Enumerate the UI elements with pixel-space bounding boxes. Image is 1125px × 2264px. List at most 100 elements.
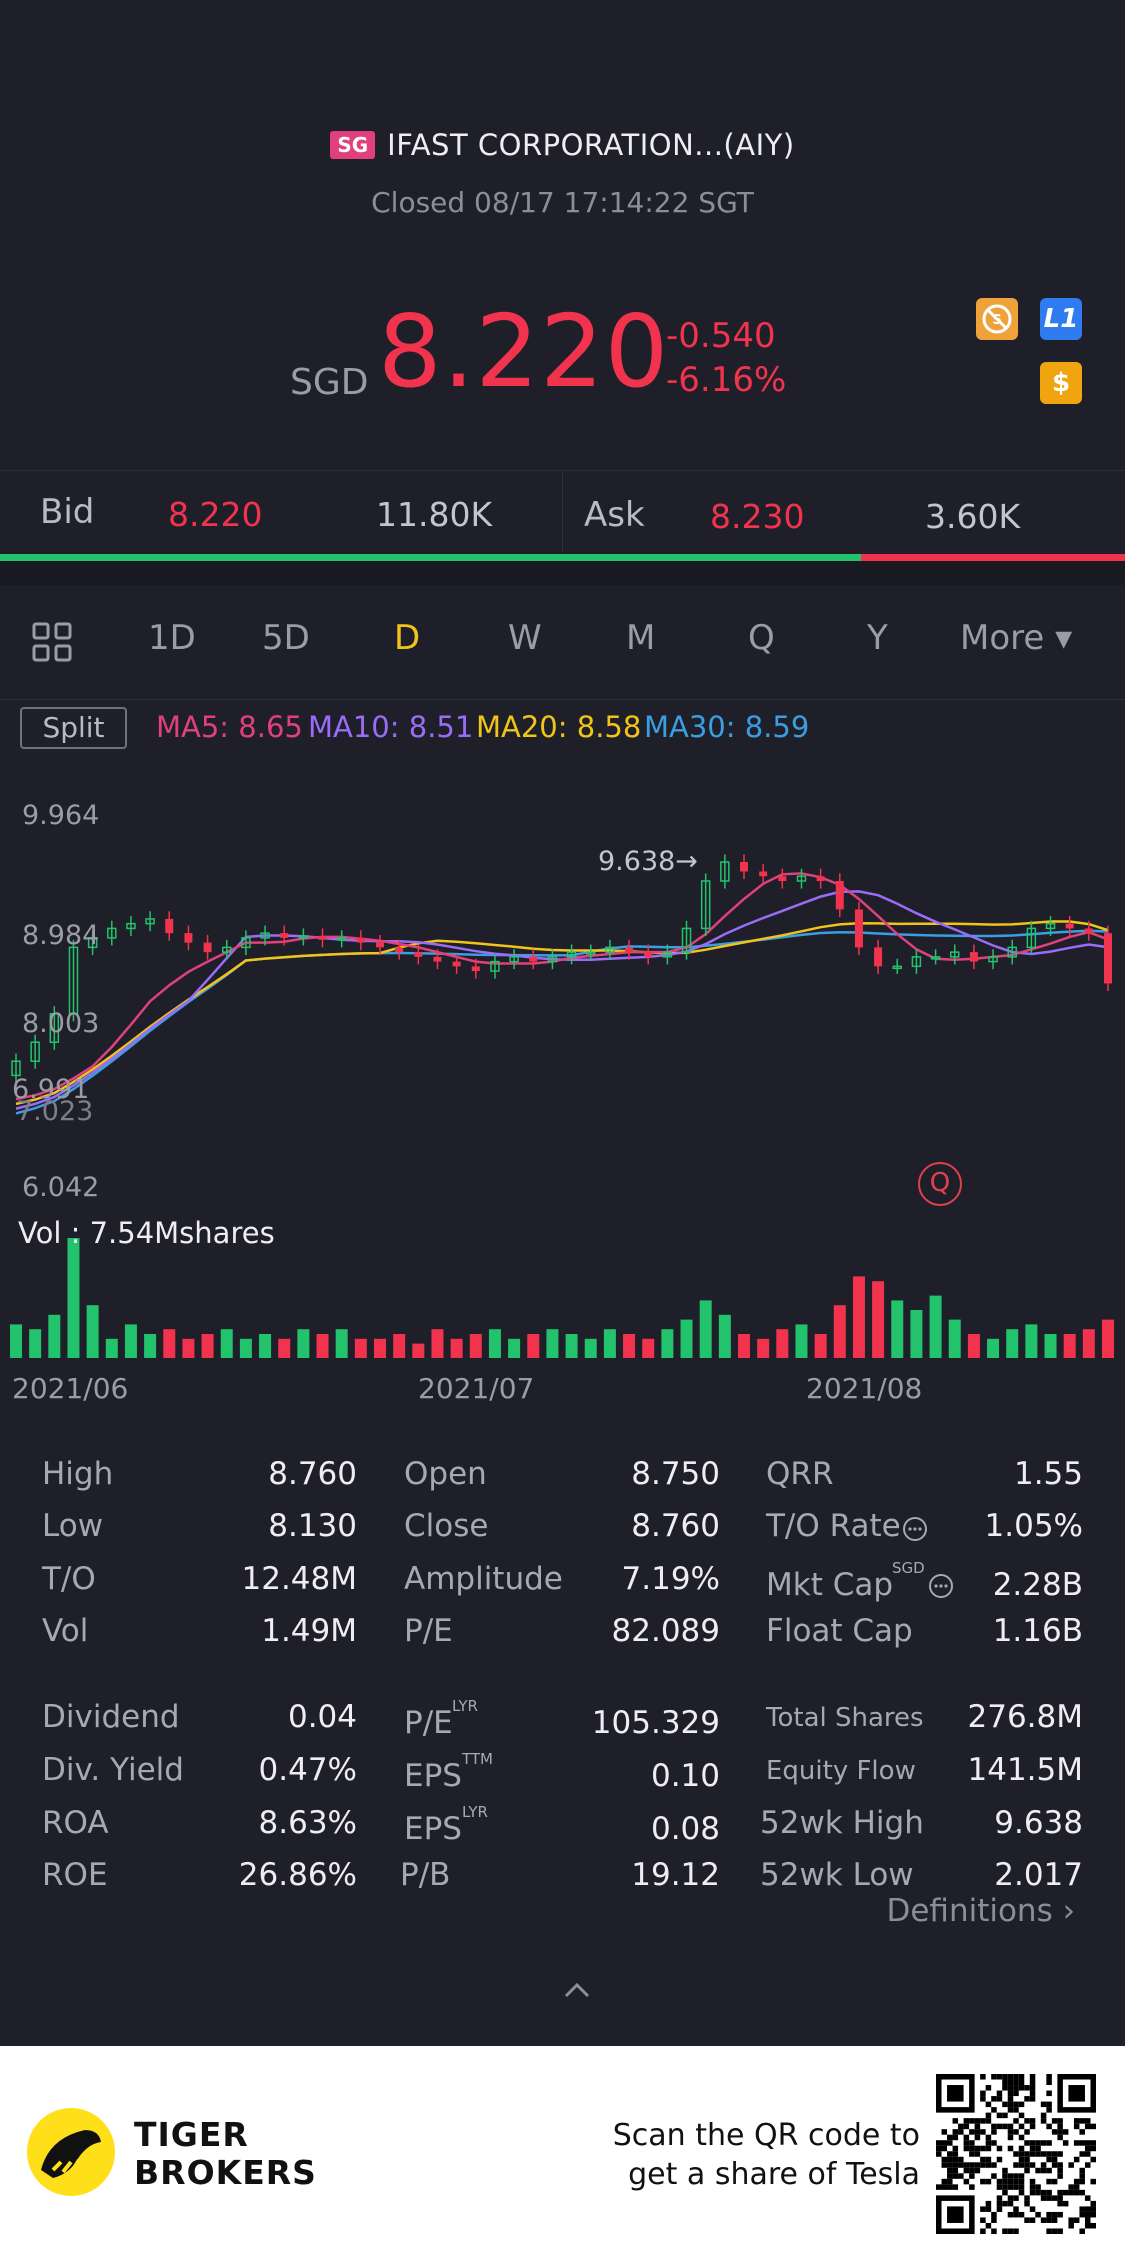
candle-body [874,947,883,967]
tab-more[interactable]: More ▾ [960,618,1073,658]
volume-bar [1082,1329,1095,1358]
candle-body [49,1013,60,1043]
candle-body [759,871,768,877]
candle-body [395,947,404,953]
stock-title[interactable]: IFAST CORPORATION...(AIY) [387,128,795,162]
info-icon[interactable] [902,1516,928,1546]
volume-bar [1025,1324,1038,1358]
chevron-right-icon: › [1062,1893,1075,1929]
ma5-line [15,872,1109,1101]
y-tick-label: 8.003 [22,1008,100,1039]
volume-bar [201,1334,214,1358]
stat-value: 1.55 [1013,1456,1083,1492]
bid-price: 8.220 [168,495,263,534]
candle-body [566,951,577,958]
volume-bar [795,1324,808,1358]
quote-q-icon[interactable]: Q [918,1162,962,1206]
info-icon[interactable] [928,1573,954,1603]
candle-body [1104,933,1112,984]
volume-bar [623,1334,636,1358]
volume-bar [239,1338,252,1358]
stat-value: 141.5M [967,1752,1084,1788]
volume-bar [10,1324,22,1358]
candle-body [835,880,844,910]
candle-body [126,922,136,930]
split-button[interactable]: Split [20,707,127,749]
candle-body [892,965,903,970]
layout-grid-icon[interactable] [32,622,72,666]
brand-line2: BROKERS [134,2152,317,2192]
candle-body [433,956,442,962]
volume-bar [278,1338,291,1358]
x-tick-label: 2021/08 [806,1372,923,1405]
candle-body [988,956,998,963]
tab-q[interactable]: Q [748,618,775,658]
bid-ask-divider [562,472,563,552]
bid-ask-bar[interactable] [0,470,1125,558]
candle-body [471,966,480,972]
tab-m[interactable]: M [626,618,656,658]
volume-bar [661,1329,674,1358]
stat-value: 8.750 [631,1456,720,1492]
tab-5d[interactable]: 5D [262,618,310,658]
tab-w[interactable]: W [508,618,542,658]
volume-bar [1063,1334,1076,1358]
volume-bar [987,1338,1000,1358]
volume-bar [48,1314,61,1358]
ask-label: Ask [584,495,645,535]
stat-superscript: SGD [892,1559,925,1577]
tab-d[interactable]: D [394,618,421,658]
tiger-logo-icon [27,2108,115,2196]
volume-bar [450,1338,463,1358]
stat-label: ROA [42,1805,109,1841]
brand-name: TIGER BROKERS [134,2116,317,2192]
candle-body [107,927,117,939]
candle-body [87,937,98,949]
tab-y[interactable]: Y [867,618,888,658]
candle-body [949,951,960,958]
candle-body [1007,946,1017,958]
candle-body [414,952,423,957]
no-short-icon[interactable]: S [976,298,1018,340]
stat-label: Div. Yield [42,1752,184,1788]
chevron-up-icon[interactable] [562,1980,592,2004]
candle-body [1084,928,1093,934]
volume-bar [699,1300,712,1358]
stat-label: QRR [766,1456,834,1492]
stat-value: 0.08 [650,1811,720,1847]
stat-value: 8.130 [268,1508,357,1544]
stat-value: 8.760 [631,1508,720,1544]
level1-icon[interactable]: L1 [1040,298,1082,340]
stat-value: 82.089 [611,1613,720,1649]
svg-text:S: S [992,313,1001,328]
y-tick-label: 8.984 [22,920,100,951]
currency-label: SGD [290,362,369,403]
volume-bar [546,1329,559,1358]
volume-bar [354,1338,367,1358]
volume-bar [948,1319,961,1358]
title-row: SG IFAST CORPORATION...(AIY) [0,128,1125,162]
stat-label: P/E [404,1613,453,1649]
ask-price: 8.230 [710,497,805,536]
ask-size: 3.60K [925,497,1021,536]
candle-body [854,909,863,948]
volume-bar [527,1334,540,1358]
definitions-link[interactable]: Definitions › [886,1893,1075,1929]
volume-bar [144,1334,157,1358]
ma10-line [15,890,1109,1110]
volume-bar [86,1305,99,1358]
last-price: 8.220 [378,293,670,410]
tab-1d[interactable]: 1D [148,618,196,658]
volume-bar [776,1329,789,1358]
dollar-icon[interactable]: $ [1040,362,1082,404]
stat-value: 7.19% [621,1561,720,1597]
stat-superscript: LYR [452,1697,478,1715]
candlestick-chart[interactable] [0,790,1125,1400]
candle-body [930,956,941,960]
overlay-tick-label: 7.023 [16,1096,94,1127]
stat-value: 1.05% [984,1508,1083,1544]
section-divider [0,561,1125,585]
stat-superscript: TTM [462,1750,494,1768]
candle-body [356,937,365,943]
stat-value: 26.86% [238,1857,357,1893]
